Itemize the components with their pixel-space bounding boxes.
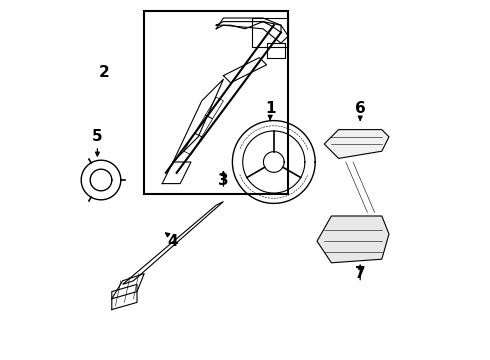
Bar [144,11,288,194]
Text: 5: 5 [92,129,103,144]
Text: 6: 6 [355,100,366,116]
Text: 2: 2 [99,64,110,80]
Polygon shape [317,216,389,263]
Polygon shape [324,130,389,158]
Text: 1: 1 [265,100,275,116]
Text: 3: 3 [218,172,229,188]
Text: 7: 7 [355,266,366,281]
Text: 4: 4 [168,234,178,249]
